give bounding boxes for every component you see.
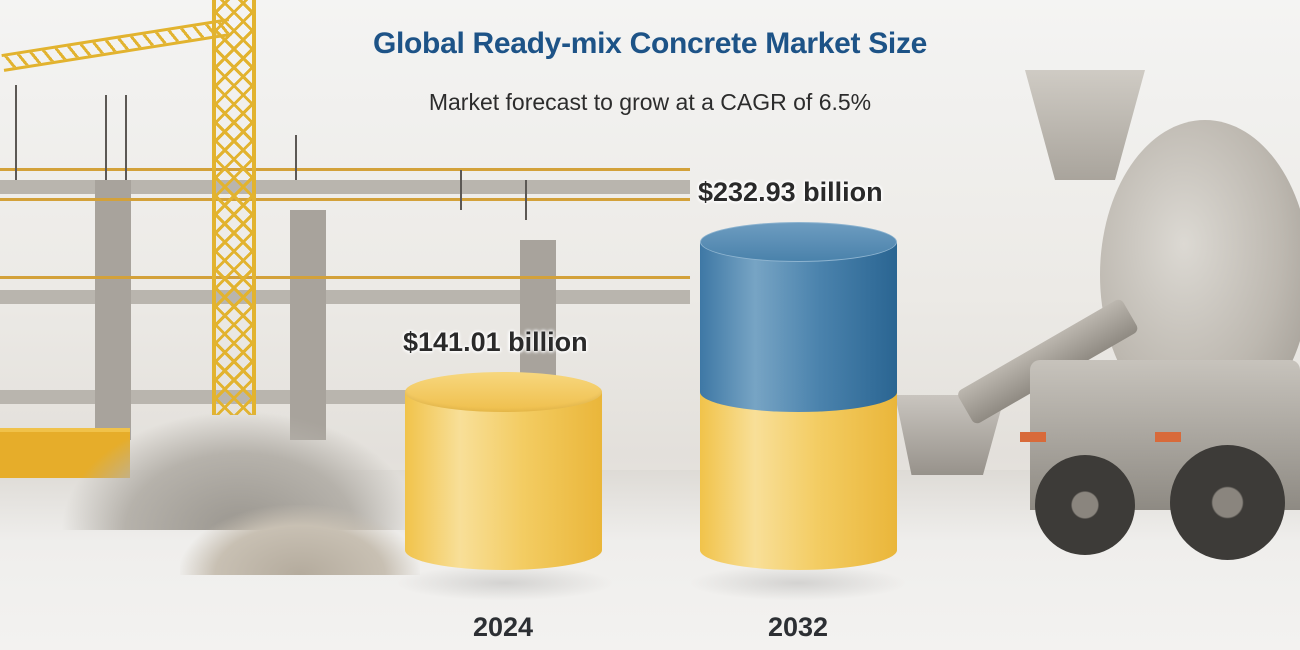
bar-2024-body (405, 392, 602, 570)
bar-2032-base-segment (700, 392, 897, 570)
value-label-2024: $141.01 billion (403, 327, 588, 357)
concrete-mixer-truck (930, 60, 1300, 560)
chart-subtitle: Market forecast to grow at a CAGR of 6.5… (428, 89, 872, 115)
year-label-2024: 2024 (472, 612, 534, 642)
bar-shadow-2024 (395, 565, 615, 601)
bar-shadow-2032 (688, 565, 908, 601)
bar-2032-growth-segment (700, 242, 897, 412)
bar-2032 (700, 222, 897, 590)
crane-tower (212, 0, 256, 415)
mixer-hopper (1025, 70, 1145, 180)
bar-2024-top (405, 372, 602, 412)
building-under-construction (0, 85, 690, 450)
bar-2024 (405, 372, 602, 590)
chart-title: Global Ready-mix Concrete Market Size (372, 27, 928, 60)
sand-pile (180, 505, 420, 575)
value-label-2032: $232.93 billion (698, 177, 883, 207)
bar-2032-top (700, 222, 897, 262)
year-label-2032: 2032 (767, 612, 829, 642)
